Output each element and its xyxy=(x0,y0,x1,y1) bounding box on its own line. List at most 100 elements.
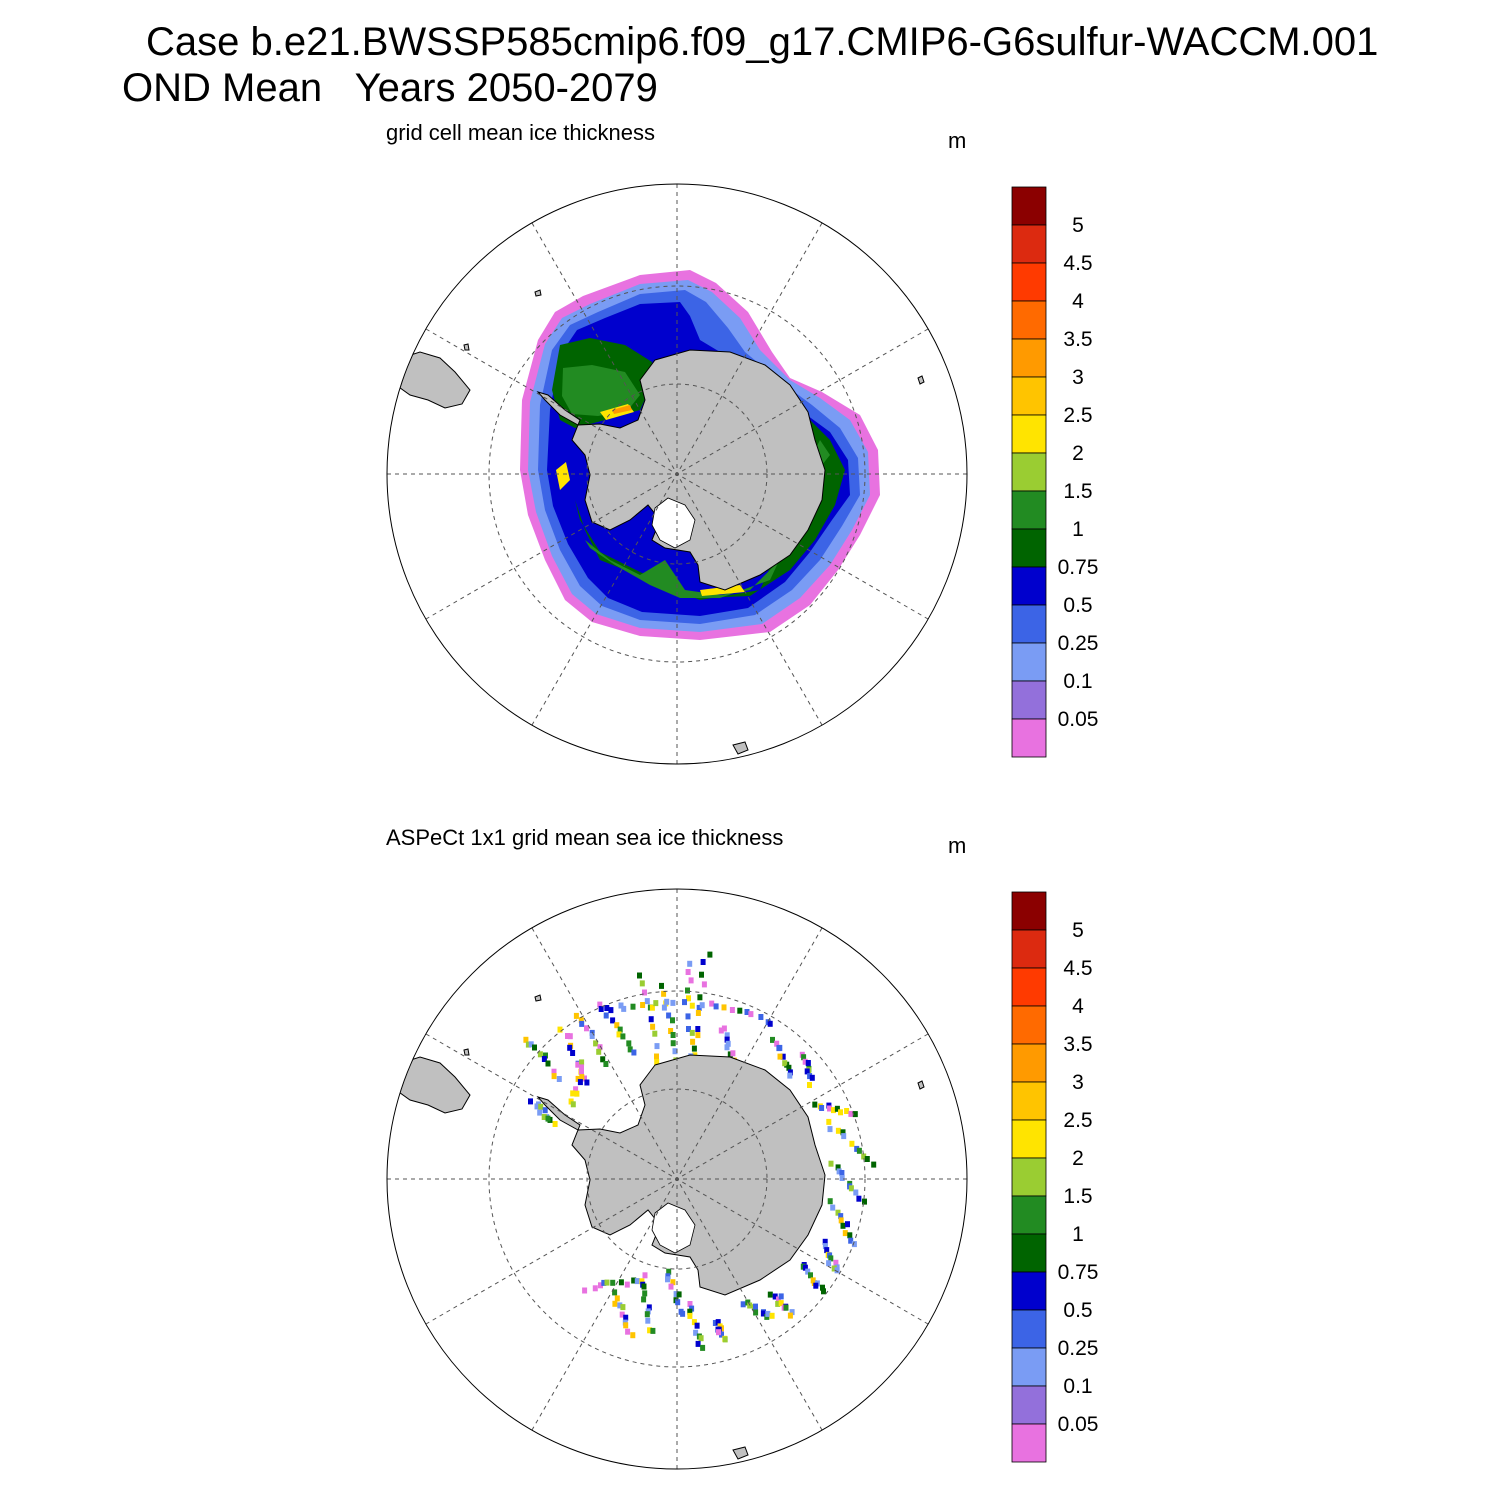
colorbar-swatch xyxy=(1011,1347,1047,1387)
obs-cell xyxy=(842,1230,848,1237)
obs-cell xyxy=(700,959,706,965)
graticule xyxy=(387,184,967,764)
obs-cell xyxy=(567,1044,573,1051)
obs-cell xyxy=(612,1300,618,1307)
obs-cell xyxy=(775,1300,781,1307)
obs-cell xyxy=(828,1255,834,1262)
obs-cell xyxy=(695,1010,701,1016)
obs-cell xyxy=(772,1293,778,1300)
obs-cell xyxy=(644,998,650,1005)
obs-cell xyxy=(713,1003,719,1010)
obs-cell xyxy=(849,1140,855,1147)
colorbar-swatch xyxy=(1011,1081,1047,1121)
obs-cell xyxy=(573,1086,579,1093)
obs-cell xyxy=(597,1001,603,1008)
obs-cell xyxy=(830,1204,836,1211)
obs-cell xyxy=(807,1082,812,1088)
island xyxy=(463,1048,470,1056)
obs-cell xyxy=(687,1312,693,1319)
obs-cell xyxy=(551,1068,557,1075)
colorbar-swatch xyxy=(1011,300,1047,340)
obs-cell xyxy=(721,1004,727,1011)
obs-cell xyxy=(709,1000,715,1007)
obs-cell xyxy=(668,1028,674,1034)
obs-cell xyxy=(670,1032,676,1038)
obs-cell xyxy=(644,1311,650,1318)
map-panel-obs xyxy=(386,888,968,1470)
obs-cell xyxy=(693,1329,699,1336)
colorbar-swatch xyxy=(1011,718,1047,758)
obs-cell xyxy=(699,1002,705,1009)
colorbar-tick-label: 3 xyxy=(1072,366,1084,389)
obs-cell xyxy=(642,989,647,996)
obs-cell xyxy=(838,1217,844,1224)
obs-cell xyxy=(542,1107,548,1114)
obs-cell xyxy=(864,1156,870,1162)
colorbar-swatch xyxy=(1011,642,1047,682)
colorbar-tick-label: 0.25 xyxy=(1058,1337,1099,1360)
colorbar-swatch xyxy=(1011,1005,1047,1045)
obs-cell xyxy=(641,1296,647,1303)
colorbar-tick-label: 2 xyxy=(1072,1147,1084,1170)
colorbar-tick-label: 1.5 xyxy=(1063,1185,1092,1208)
antarctic-peninsula xyxy=(536,1096,581,1131)
obs-cell xyxy=(834,1267,840,1274)
obs-cell xyxy=(670,1279,676,1286)
obs-cell xyxy=(691,1045,697,1052)
obs-cell xyxy=(801,1054,807,1061)
figure-title-period: OND Mean Years 2050-2079 xyxy=(122,66,658,110)
obs-cell xyxy=(621,1005,627,1012)
colorbar-tick-label: 3.5 xyxy=(1063,328,1092,351)
obs-cell xyxy=(722,1336,728,1343)
obs-cell xyxy=(537,1109,543,1116)
obs-cell xyxy=(819,1105,825,1111)
obs-cell xyxy=(729,1007,735,1013)
obs-cell xyxy=(685,987,690,994)
antarctica-landmass xyxy=(571,1054,826,1296)
obs-cell xyxy=(840,1129,846,1136)
obs-cell xyxy=(625,1328,631,1335)
island xyxy=(534,994,542,1002)
colorbar-swatch xyxy=(1011,224,1047,264)
obs-cell xyxy=(809,1074,815,1081)
obs-cell xyxy=(575,1075,581,1082)
obs-cell xyxy=(589,1033,595,1039)
obs-cell xyxy=(730,1050,736,1057)
obs-cell xyxy=(596,1048,602,1055)
colorbar-swatch xyxy=(1011,1195,1047,1235)
obs-cell xyxy=(844,1108,850,1114)
obs-cell xyxy=(836,1168,842,1175)
obs-cell xyxy=(680,1310,686,1317)
obs-cell xyxy=(758,1014,764,1020)
colorbar-obs: 5 4.5 4 3.5 3 2.5 2 1.5 1 0.75 0.5 0.25 0.1 0.05 xyxy=(1011,891,1099,1463)
obs-cell xyxy=(574,1090,580,1097)
obs-cell xyxy=(835,1127,841,1134)
obs-cell xyxy=(835,1209,841,1216)
colorbar-swatch xyxy=(1011,566,1047,606)
obs-cell xyxy=(556,1076,562,1082)
obs-cell xyxy=(593,1040,599,1047)
obs-cell xyxy=(854,1145,860,1152)
colorbar-tick-label: 4 xyxy=(1072,290,1084,313)
colorbar-tick-label: 0.75 xyxy=(1058,556,1099,579)
obs-cell xyxy=(646,1304,652,1311)
obs-cell xyxy=(774,1040,780,1047)
obs-cell xyxy=(861,1153,867,1160)
obs-cell xyxy=(618,1279,624,1286)
colorbar-tick-label: 1 xyxy=(1072,518,1084,541)
obs-cell xyxy=(827,1105,832,1112)
obs-cell xyxy=(582,1075,587,1082)
obs-cell xyxy=(668,1283,674,1290)
obs-cell xyxy=(848,1237,854,1244)
obs-cell xyxy=(528,1041,534,1048)
colorbar-swatch xyxy=(1011,604,1047,644)
obs-cell xyxy=(852,1111,858,1118)
obs-cell xyxy=(822,1243,828,1250)
obs-cell xyxy=(724,1032,730,1039)
obs-cell xyxy=(776,1296,781,1303)
obs-cell xyxy=(565,1033,570,1039)
colorbar-tick-label: 5 xyxy=(1072,919,1084,942)
obs-cell xyxy=(578,1017,584,1024)
obs-cell xyxy=(570,1090,576,1097)
colorbar-swatch xyxy=(1011,490,1047,530)
